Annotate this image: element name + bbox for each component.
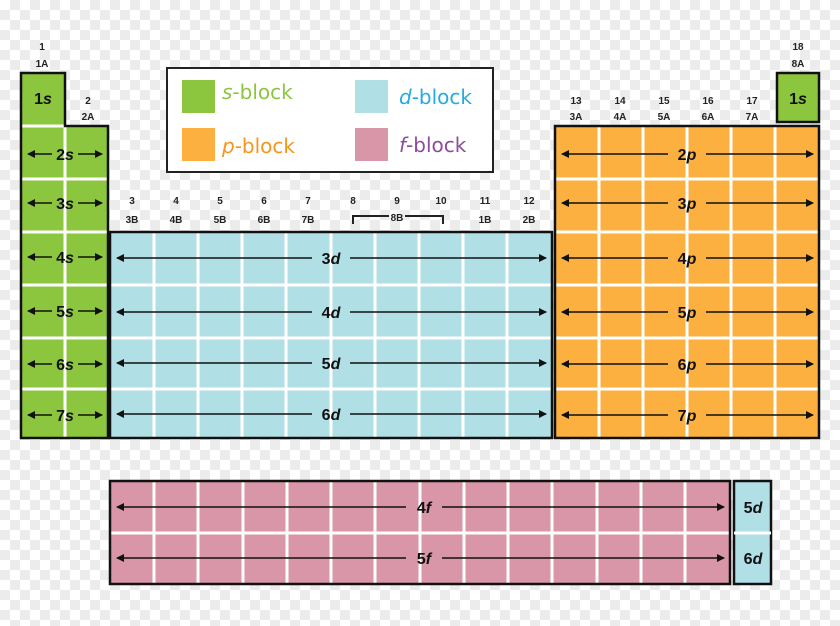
label-2p: 2p	[678, 147, 697, 164]
group-1-alt: 1A	[36, 59, 49, 70]
label-3s: 3s	[56, 196, 74, 213]
group-8-number: 8	[350, 196, 356, 207]
legend-frame	[166, 67, 494, 173]
group-3-alt: 3B	[126, 215, 139, 226]
group-6-alt: 6B	[258, 215, 271, 226]
group-6-number: 6	[261, 196, 267, 207]
group-10-number: 10	[435, 196, 447, 207]
group-4-number: 4	[173, 196, 179, 207]
legend-label-s: s-block	[222, 80, 293, 104]
group-11-number: 11	[480, 196, 491, 207]
group-7-number: 7	[305, 196, 311, 207]
label-3p: 3p	[678, 196, 697, 213]
group-12-number: 12	[523, 196, 535, 207]
group-17-alt: 7A	[746, 112, 759, 123]
group-8b-bracket	[352, 215, 444, 224]
label-4s: 4s	[56, 250, 74, 267]
group-14-alt: 4A	[614, 112, 627, 123]
label-6p: 6p	[678, 357, 697, 374]
group-11-alt: 1B	[479, 215, 492, 226]
s-block-cell-grid	[21, 124, 108, 438]
group-18-number: 18	[792, 42, 804, 53]
label-6d: 6d	[322, 407, 342, 424]
group-15-number: 15	[658, 96, 670, 107]
group-14-number: 14	[614, 96, 626, 107]
label-3d: 3d	[322, 251, 342, 268]
legend-swatch-s	[182, 80, 215, 113]
p-block-cell-grid	[555, 126, 819, 438]
label-6d-f-row: 6d	[744, 551, 764, 568]
group-18-alt: 8A	[792, 59, 805, 70]
group-8b-alt: 8B	[391, 213, 404, 224]
d-block-cell-grid	[110, 232, 552, 438]
label-2s: 2s	[56, 147, 74, 164]
group-9-number: 9	[394, 196, 400, 207]
f-block	[108, 479, 773, 586]
group-1-number: 1	[39, 42, 45, 53]
label-5s: 5s	[56, 304, 74, 321]
label-1s-helium: 1s	[789, 91, 807, 108]
label-5d: 5d	[322, 356, 342, 373]
group-12-alt: 2B	[523, 215, 536, 226]
p-block-outline	[553, 124, 821, 440]
label-4d: 4d	[322, 305, 342, 322]
helium-1s-cell	[775, 71, 821, 124]
legend-swatch-d	[355, 80, 388, 113]
p-block	[553, 71, 821, 440]
label-7s: 7s	[56, 408, 74, 425]
group-16-alt: 6A	[702, 112, 715, 123]
s-block	[19, 71, 110, 440]
d-block-outline	[108, 230, 554, 440]
group-16-number: 16	[702, 96, 714, 107]
label-4f: 4f	[417, 500, 433, 517]
label-1s-hydrogen: 1s	[34, 91, 52, 108]
legend: s-block d-block p-block f-block	[166, 67, 494, 173]
d-block	[108, 230, 554, 440]
group-5-alt: 5B	[214, 215, 227, 226]
group-2-number: 2	[85, 96, 91, 107]
group-4-alt: 4B	[170, 215, 183, 226]
label-7p: 7p	[678, 408, 697, 425]
group-13-alt: 3A	[570, 112, 583, 123]
group-17-number: 17	[746, 96, 758, 107]
group-3-number: 3	[129, 196, 135, 207]
group-5-number: 5	[217, 196, 223, 207]
label-6s: 6s	[56, 357, 74, 374]
legend-label-p: p-block	[221, 134, 295, 158]
f-block-cell-grid	[110, 481, 730, 584]
s-block-outline	[19, 71, 110, 440]
group-2-alt: 2A	[82, 112, 95, 123]
group-13-number: 13	[570, 96, 582, 107]
legend-swatch-p	[182, 128, 215, 161]
label-4p: 4p	[678, 251, 697, 268]
group-7-alt: 7B	[302, 215, 315, 226]
f-block-outline	[108, 479, 732, 586]
legend-label-d: d-block	[399, 85, 472, 109]
label-5d-f-row: 5d	[744, 500, 764, 517]
label-5f: 5f	[417, 551, 433, 568]
legend-swatch-f	[355, 128, 388, 161]
legend-label-f: f-block	[399, 133, 467, 157]
sublevel-labels: 1s 1s 2s 3s 4s 5s 6s 7s 3d 4d 5d 6d 2p 3…	[34, 91, 807, 568]
group-15-alt: 5A	[658, 112, 671, 123]
sublevel-arrows	[27, 150, 814, 562]
group-headers: 1 1A 2 2A 3 3B 4 4B 5 5B 6 6B 7 7B 8 9 1…	[36, 42, 805, 226]
label-5p: 5p	[678, 305, 697, 322]
